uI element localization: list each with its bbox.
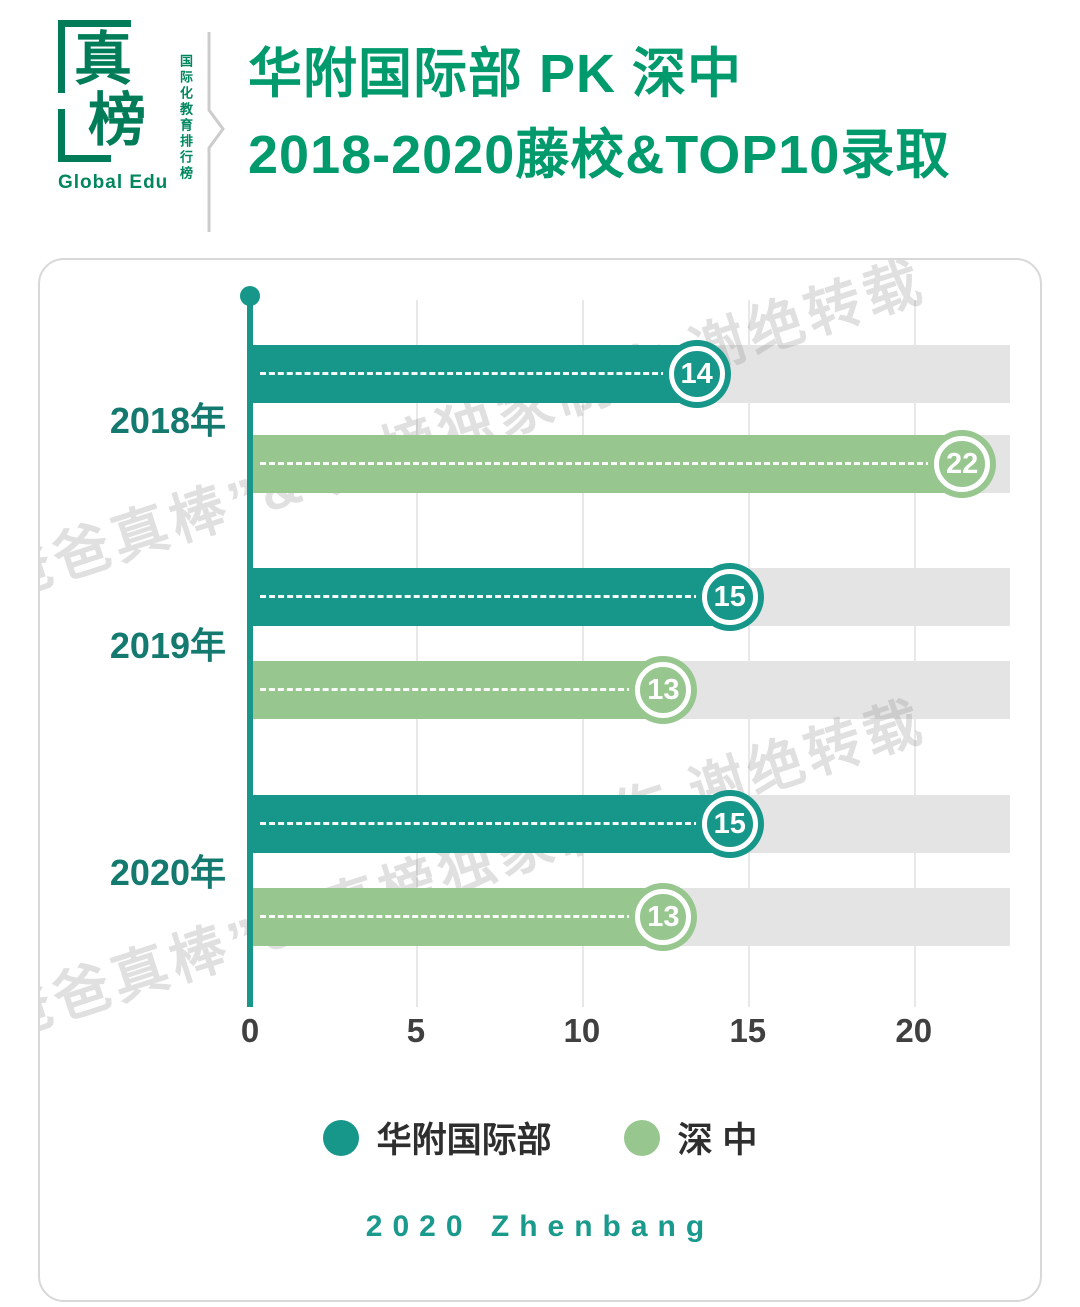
logo-vertical-text: 国际化教育排行榜 xyxy=(178,54,193,182)
bar-value-cap: 15 xyxy=(701,569,758,625)
year-label: 2018年 xyxy=(109,400,226,441)
logo-caption: Global Edu xyxy=(58,171,169,193)
legend-item-huafu: 华附国际部 xyxy=(322,1112,552,1163)
logo-char-1: 真 xyxy=(74,27,133,92)
x-tick-label: 5 xyxy=(406,1012,426,1049)
bar-value-cap: 15 xyxy=(701,796,758,852)
bar-dash-line xyxy=(260,372,667,375)
legend-dot-shenzhong xyxy=(623,1119,660,1156)
chart-panel: “爸爸真棒”& 真榜独家制作 谢绝转载 “爸爸真棒”& 真榜独家制作 谢绝转载 … xyxy=(38,258,1042,1302)
x-tick-label: 10 xyxy=(563,1012,601,1049)
chart-panel-inner: “爸爸真棒”& 真榜独家制作 谢绝转载 “爸爸真棒”& 真榜独家制作 谢绝转载 … xyxy=(40,260,1040,1300)
legend-label-shenzhong: 深 中 xyxy=(677,1121,758,1160)
bar-dash-line xyxy=(260,595,700,598)
bar-dash-line xyxy=(260,462,933,465)
bar-dash-line xyxy=(260,688,634,691)
x-tick-label: 15 xyxy=(729,1012,767,1049)
gridline xyxy=(913,300,916,1007)
bar-value-cap: 22 xyxy=(934,436,991,492)
header-divider-arrow xyxy=(206,32,232,237)
bar-深中-2020年: 13 xyxy=(250,888,692,946)
footer-text: 2020 Zhenbang xyxy=(365,1210,715,1243)
bar-华附国际部-2020年: 15 xyxy=(250,795,758,853)
year-label: 2019年 xyxy=(109,624,226,666)
bar-value-cap: 13 xyxy=(635,889,692,945)
title-line-2: 2018-2020藤校&TOP10录取 xyxy=(248,125,951,185)
chart-title: 华附国际部 PK 深中 2018-2020藤校&TOP10录取 xyxy=(248,34,950,196)
bar-dash-line xyxy=(260,915,634,918)
year-label: 2020年 xyxy=(109,851,226,893)
legend-dot-huafu xyxy=(322,1119,359,1156)
zhenbang-logo: 真 榜 国际化教育排行榜 Global Edu xyxy=(58,20,228,194)
title-line-1: 华附国际部 PK 深中 xyxy=(248,44,743,104)
plot-area: 0 5 10 15 20 2018年 14 22 2019年 15 13 2020年 15 13 xyxy=(110,286,1010,1049)
bar-dash-line xyxy=(260,822,700,825)
gridline xyxy=(415,300,418,1007)
bar-value-cap: 13 xyxy=(635,662,692,718)
y-axis-line xyxy=(247,300,253,1007)
legend-item-shenzhong: 深 中 xyxy=(623,1112,758,1163)
x-tick-label: 20 xyxy=(895,1012,933,1049)
gridline xyxy=(581,300,584,1007)
legend-label-huafu: 华附国际部 xyxy=(376,1121,552,1160)
gridline xyxy=(747,300,750,1007)
bar-华附国际部-2019年: 15 xyxy=(250,568,758,626)
logo-mark: 真 榜 xyxy=(58,20,178,162)
bar-深中-2018年: 22 xyxy=(250,435,991,493)
bar-value-cap: 14 xyxy=(668,346,725,402)
logo-char-2: 榜 xyxy=(88,87,147,153)
x-tick-label: 0 xyxy=(240,1012,260,1049)
bar-深中-2019年: 13 xyxy=(250,661,692,719)
legend: 华附国际部 深 中 xyxy=(40,1112,1040,1163)
y-axis-dot xyxy=(240,286,260,306)
bar-华附国际部-2018年: 14 xyxy=(250,345,725,403)
